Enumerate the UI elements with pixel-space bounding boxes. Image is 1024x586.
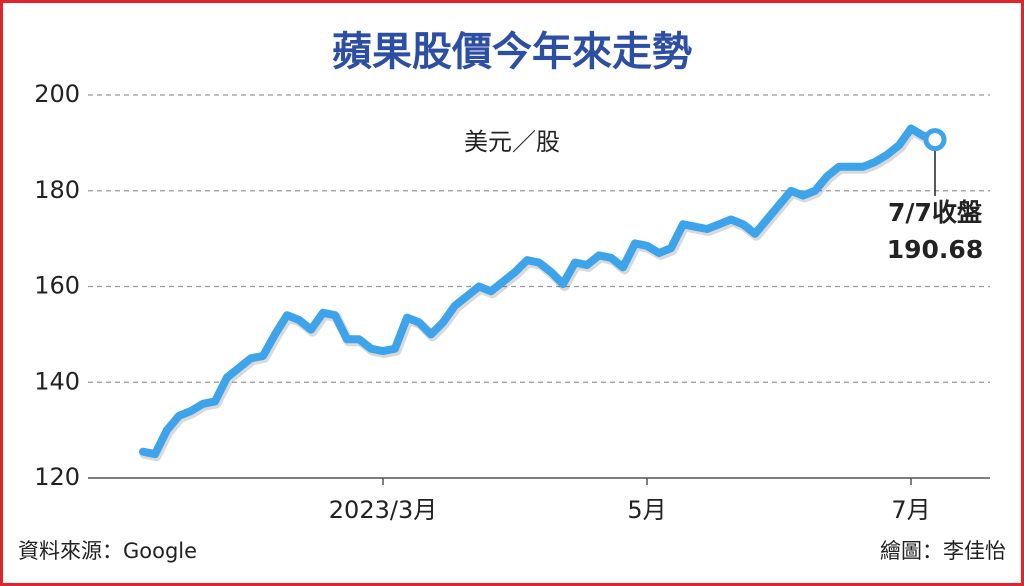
- x-tick-label: 5月: [627, 496, 666, 524]
- x-tick-label: 2023/3月: [329, 496, 437, 524]
- y-tick-label: 160: [34, 272, 80, 300]
- x-tick-label: 7月: [891, 496, 930, 524]
- y-tick-label: 200: [34, 80, 80, 108]
- chart-title: 蘋果股價今年來走勢: [332, 29, 692, 75]
- value-label: 190.68: [887, 235, 983, 264]
- y-tick-label: 140: [34, 367, 80, 395]
- y-tick-label: 180: [34, 176, 80, 204]
- y-tick-label: 120: [34, 463, 80, 491]
- source: 資料來源：Google: [18, 539, 197, 563]
- credit: 繪圖：李佳怡: [880, 539, 1006, 563]
- y-axis-label: 美元／股: [464, 128, 560, 156]
- line: [139, 124, 939, 459]
- end-marker: [923, 128, 947, 152]
- annotation: 7/7收盤: [888, 198, 983, 227]
